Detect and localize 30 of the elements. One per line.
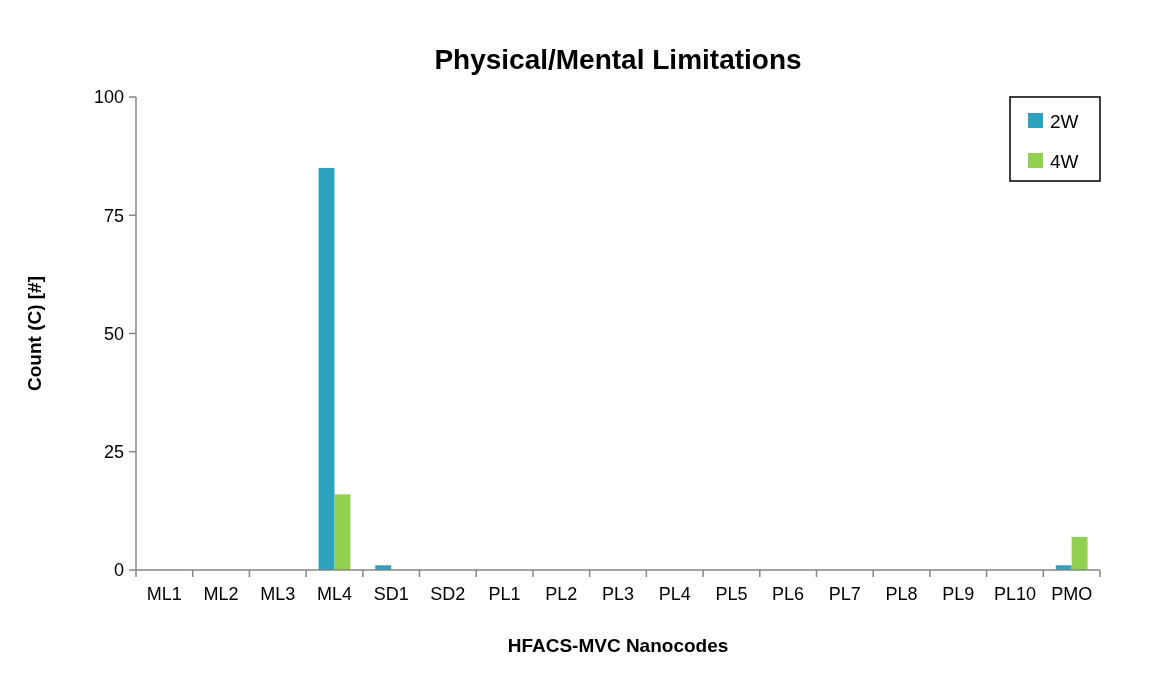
x-tick-label: PL2 — [545, 584, 578, 604]
x-tick-label: SD1 — [373, 584, 409, 604]
y-tick-label: 100 — [93, 87, 124, 108]
legend-label: 2W — [1050, 110, 1079, 132]
x-tick-label: ML4 — [316, 584, 352, 604]
x-tick-label: PL8 — [885, 584, 918, 604]
y-tick-label: 50 — [103, 323, 124, 344]
x-tick-label: ML3 — [260, 584, 296, 604]
x-tick-label: PL4 — [658, 584, 691, 604]
legend-label: 4W — [1050, 150, 1079, 172]
x-tick-label: PL6 — [772, 584, 805, 604]
y-tick-label: 0 — [113, 560, 124, 581]
x-tick-label: ML2 — [203, 584, 239, 604]
bar — [334, 494, 351, 570]
bar — [318, 167, 335, 570]
chart-title: Physical/Mental Limitations — [434, 44, 802, 75]
y-axis-title: Count (C) [#] — [24, 275, 45, 392]
x-tick-label: PL10 — [993, 584, 1036, 604]
x-tick-label: PL3 — [601, 584, 635, 604]
x-tick-label: PL1 — [488, 584, 521, 604]
x-axis-title: HFACS-MVC Nanocodes — [507, 635, 729, 656]
x-tick-label: ML1 — [146, 584, 182, 604]
x-tick-label: PL5 — [715, 584, 748, 604]
x-tick-label: SD2 — [430, 584, 466, 604]
x-tick-label: PL9 — [942, 584, 975, 604]
x-tick-label: PMO — [1051, 584, 1093, 604]
x-tick-label: PL7 — [828, 584, 861, 604]
y-tick-label: 75 — [103, 205, 124, 226]
bar — [1071, 536, 1088, 570]
y-tick-label: 25 — [103, 442, 124, 463]
